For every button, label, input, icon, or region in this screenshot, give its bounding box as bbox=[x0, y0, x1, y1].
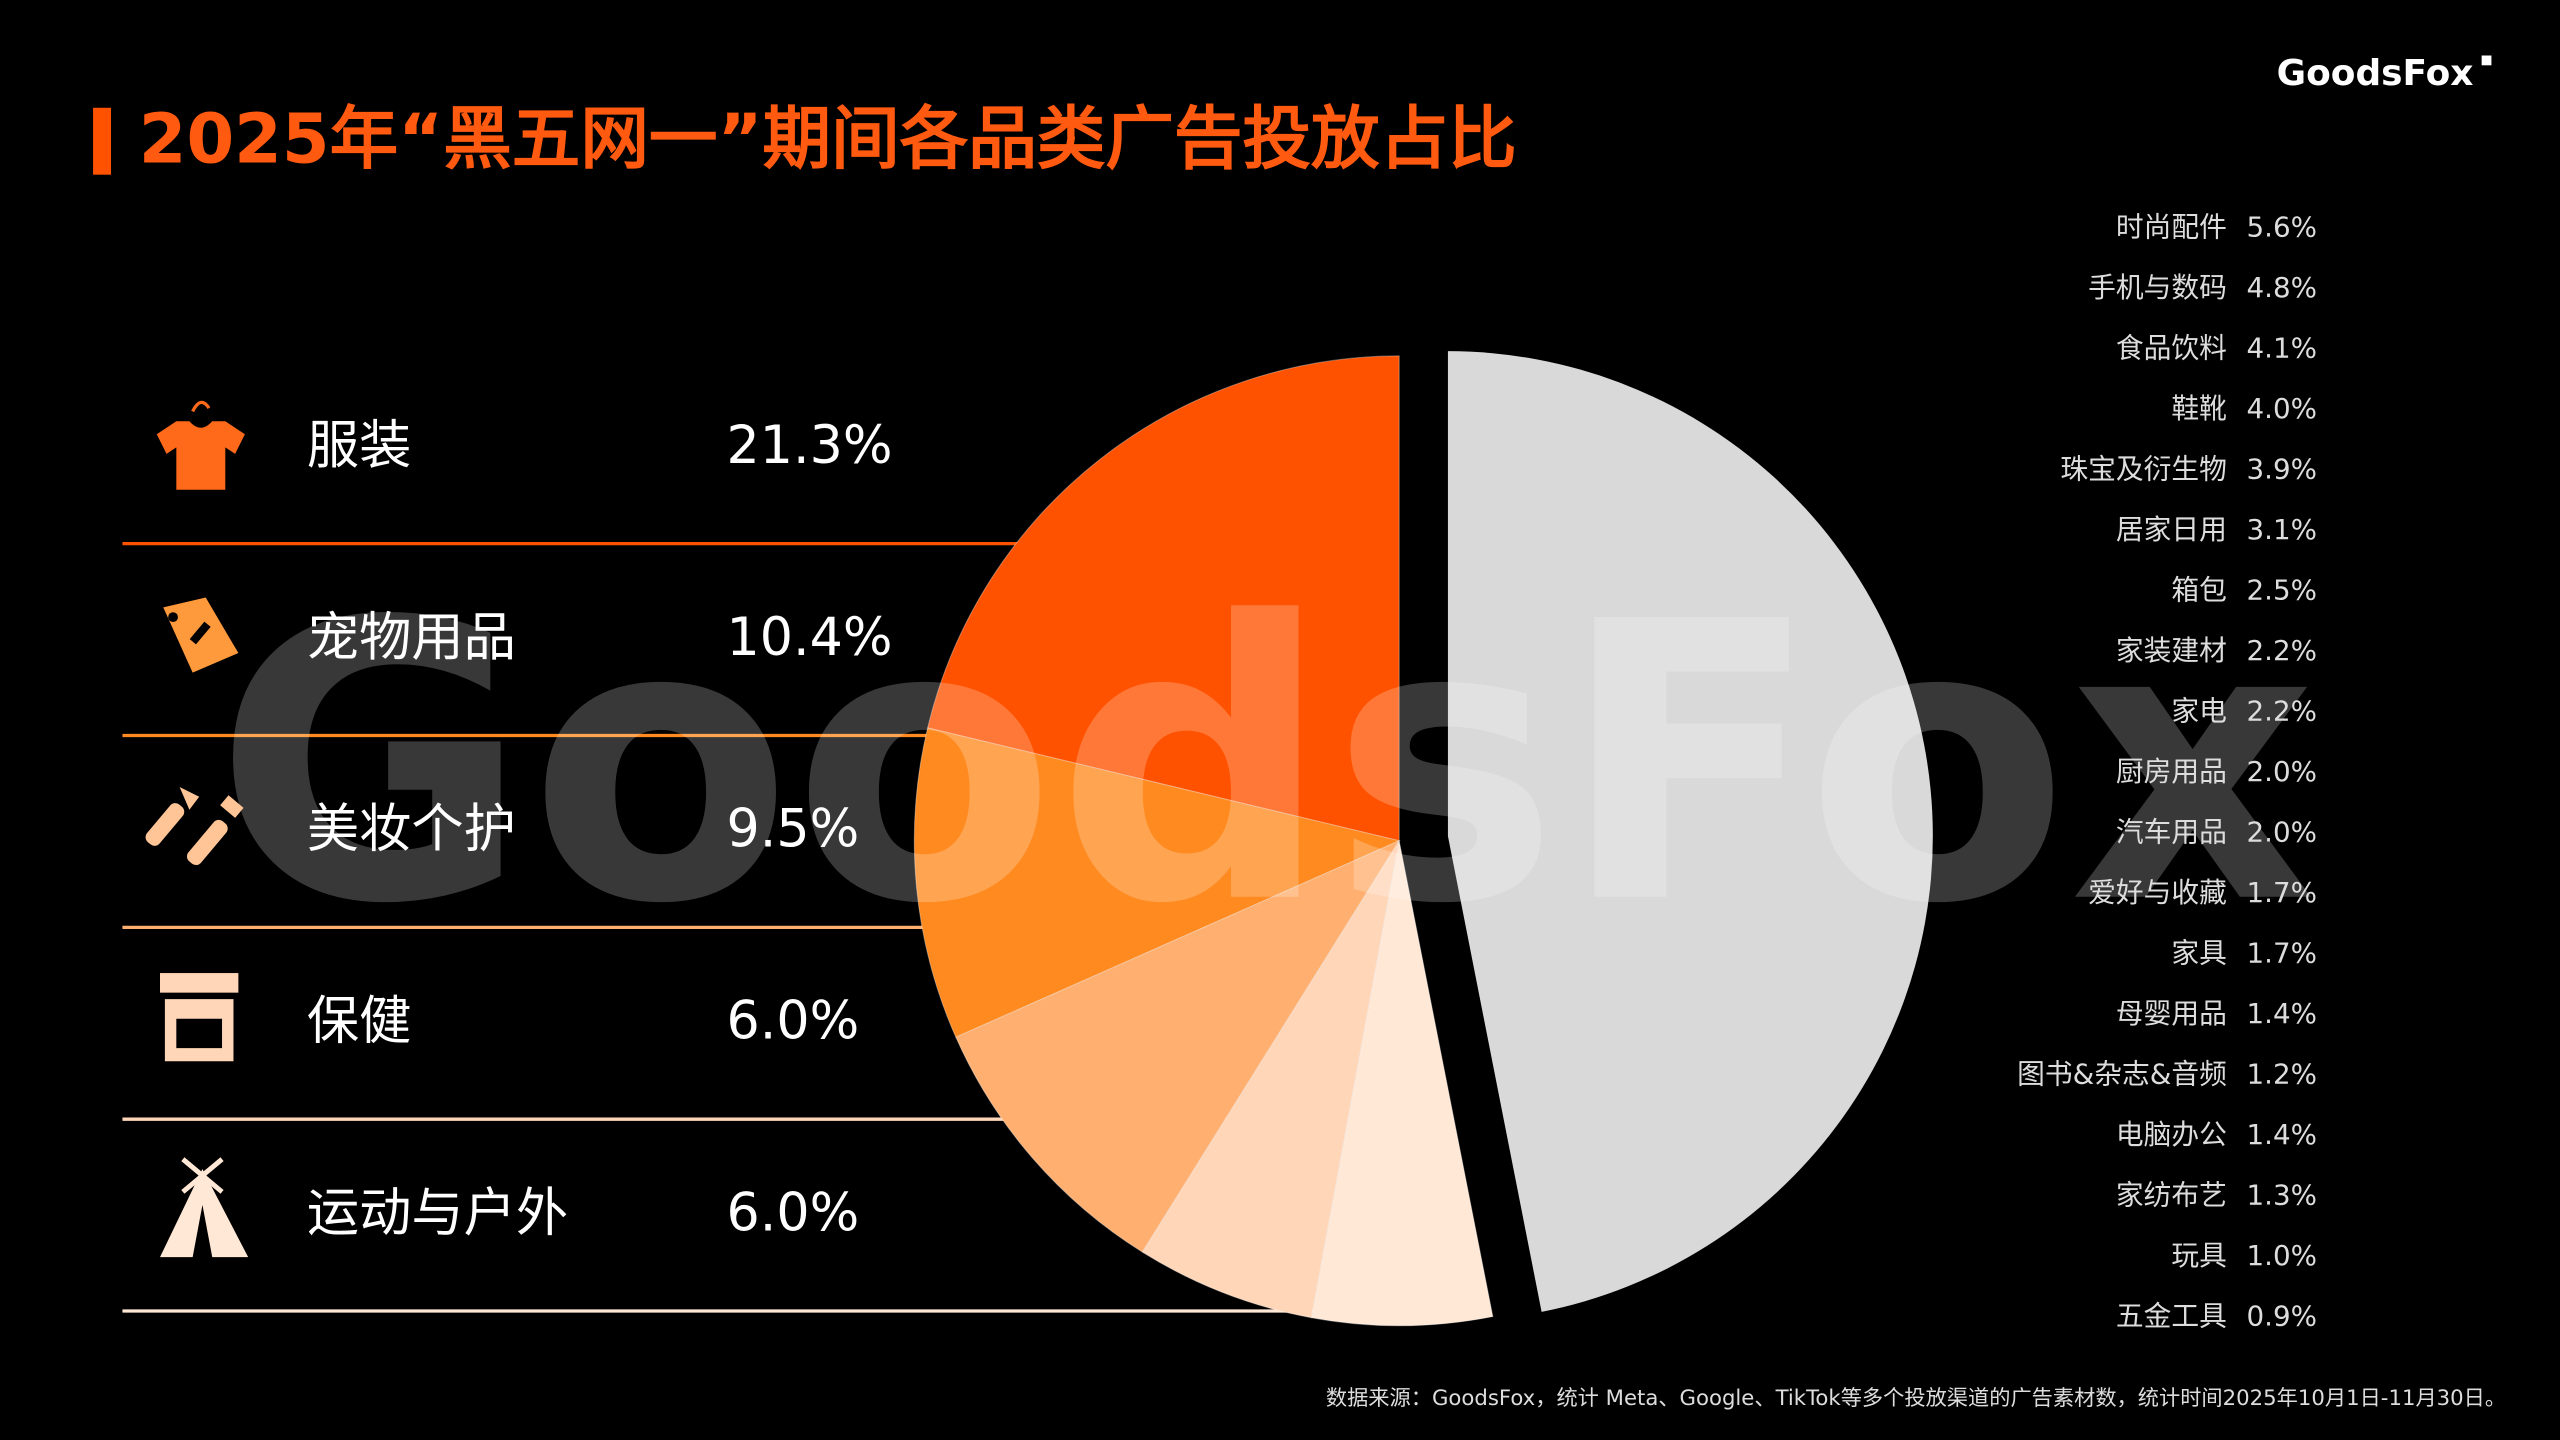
category-label: 保健 bbox=[307, 991, 411, 1051]
minor-label: 居家日用 bbox=[2116, 513, 2227, 546]
minor-value: 1.2% bbox=[2247, 1057, 2318, 1090]
minor-label: 箱包 bbox=[2171, 574, 2227, 607]
minor-value: 3.9% bbox=[2247, 453, 2318, 486]
minor-value: 2.2% bbox=[2247, 694, 2318, 727]
minor-value: 2.2% bbox=[2247, 634, 2318, 667]
minor-value: 2.0% bbox=[2247, 815, 2318, 848]
logo-dot bbox=[2481, 55, 2492, 66]
minor-value: 2.5% bbox=[2247, 574, 2318, 607]
title-bar bbox=[93, 107, 112, 175]
value-label: 21.3% bbox=[727, 416, 893, 476]
pie-slice bbox=[955, 839, 1401, 1253]
minor-value: 2.0% bbox=[2247, 755, 2318, 788]
icon-pet bbox=[163, 597, 239, 673]
minor-label: 汽车用品 bbox=[2116, 815, 2227, 848]
minor-label: 爱好与收藏 bbox=[2088, 876, 2227, 909]
icon-outdoor bbox=[160, 1157, 249, 1258]
source-note: 数据来源：GoodsFox，统计 Meta、Google、TikTok等多个投放… bbox=[1326, 1386, 2506, 1411]
minor-label: 家具 bbox=[2171, 936, 2227, 969]
icon-clothing bbox=[156, 400, 245, 490]
category-label: 美妆个护 bbox=[307, 800, 516, 860]
value-label: 10.4% bbox=[727, 608, 893, 668]
minor-label: 玩具 bbox=[2171, 1239, 2227, 1272]
minor-value: 4.1% bbox=[2247, 332, 2318, 365]
category-rows: 服装 21.3% 宠物用品 10.4% 美妆个护 9.5% 保健 6.0% 运动与户外 6.0% bbox=[307, 416, 893, 1243]
icon-beauty bbox=[145, 786, 244, 866]
minor-value: 1.4% bbox=[2247, 1118, 2318, 1151]
brand-logo: GoodsFox bbox=[2277, 53, 2474, 94]
pie-slice bbox=[913, 727, 1401, 1038]
minor-label: 手机与数码 bbox=[2088, 271, 2227, 304]
minor-label: 食品饮料 bbox=[2116, 332, 2227, 365]
minor-value: 1.3% bbox=[2247, 1178, 2318, 1211]
minor-label: 家电 bbox=[2171, 694, 2227, 727]
chart-title: 2025年“黑五网一”期间各品类广告投放占比 bbox=[139, 100, 1517, 180]
pie-slice bbox=[927, 355, 1400, 842]
minor-label: 家装建材 bbox=[2116, 634, 2227, 667]
value-label: 9.5% bbox=[727, 800, 860, 860]
minor-value: 1.4% bbox=[2247, 997, 2318, 1030]
minor-value: 1.7% bbox=[2247, 936, 2318, 969]
minor-label: 时尚配件 bbox=[2116, 211, 2227, 244]
category-label: 运动与户外 bbox=[307, 1183, 568, 1243]
value-label: 6.0% bbox=[727, 991, 860, 1051]
minor-label: 珠宝及衍生物 bbox=[2060, 453, 2227, 486]
pie bbox=[913, 351, 1933, 1327]
category-label: 宠物用品 bbox=[307, 608, 516, 668]
pie-slice bbox=[1141, 840, 1400, 1319]
pie-slice-minor bbox=[1447, 351, 1933, 1312]
minor-label: 家纺布艺 bbox=[2116, 1178, 2227, 1211]
minor-label: 厨房用品 bbox=[2116, 755, 2227, 788]
minor-value: 4.8% bbox=[2247, 271, 2318, 304]
minor-list: 时尚配件 5.6% 手机与数码 4.8% 食品饮料 4.1% 鞋靴 4.0% 珠宝及衍生物 3.9… bbox=[2017, 211, 2317, 1333]
minor-value: 1.7% bbox=[2247, 876, 2318, 909]
minor-label: 五金工具 bbox=[2116, 1299, 2227, 1332]
minor-label: 鞋靴 bbox=[2171, 392, 2227, 425]
icon-health bbox=[160, 973, 239, 1062]
minor-label: 电脑办公 bbox=[2116, 1118, 2227, 1151]
minor-value: 4.0% bbox=[2247, 392, 2318, 425]
pie-slice bbox=[1310, 840, 1494, 1327]
minor-value: 5.6% bbox=[2247, 211, 2318, 244]
value-label: 6.0% bbox=[727, 1183, 860, 1243]
minor-value: 0.9% bbox=[2247, 1299, 2318, 1332]
watermark: GoodsFox bbox=[214, 542, 2317, 988]
minor-label: 图书&杂志&音频 bbox=[2017, 1057, 2227, 1090]
minor-value: 3.1% bbox=[2247, 513, 2318, 546]
minor-value: 1.0% bbox=[2247, 1239, 2318, 1272]
minor-label: 母婴用品 bbox=[2116, 997, 2227, 1030]
category-label: 服装 bbox=[307, 416, 411, 476]
